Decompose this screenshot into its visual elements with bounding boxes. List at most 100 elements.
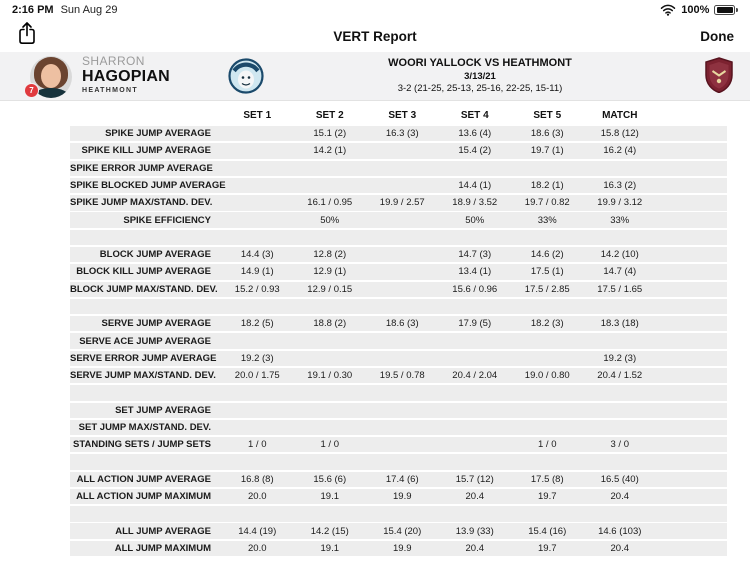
table-cell: 18.8 (2) — [313, 318, 347, 330]
table-cell: 15.8 (12) — [600, 128, 639, 140]
row-label: SPIKE EFFICIENCY — [123, 214, 211, 226]
done-button[interactable]: Done — [700, 28, 734, 44]
table-cell: 17.9 (5) — [458, 318, 492, 330]
row-label: BLOCK JUMP MAX/STAND. DEV. — [70, 283, 218, 295]
table-cell: 15.6 (6) — [313, 473, 347, 485]
spacer-row — [70, 506, 727, 522]
row-label: BLOCK JUMP AVERAGE — [99, 249, 211, 261]
table-cell: 19.9 — [393, 542, 412, 554]
table-cell: 19.7 (1) — [530, 145, 564, 157]
table-cell: 14.6 (2) — [530, 249, 564, 261]
row-label: ALL JUMP AVERAGE — [115, 525, 211, 537]
table-cell: 19.0 / 0.80 — [524, 370, 570, 382]
match-date: 3/13/21 — [464, 70, 496, 82]
column-header: SET 4 — [460, 109, 489, 121]
table-cell: 16.5 (40) — [600, 473, 639, 485]
table-cell: 16.2 (4) — [603, 145, 637, 157]
table-cell: 16.1 / 0.95 — [307, 197, 353, 209]
column-header-row: SET 1 SET 2 SET 3 SET 4 SET 5 MATCH — [70, 106, 727, 124]
stats-table[interactable]: SET 1 SET 2 SET 3 SET 4 SET 5 MATCH SPIKE JUM… — [70, 106, 727, 558]
spacer-row — [70, 229, 727, 246]
table-cell: 12.9 (1) — [313, 266, 347, 278]
share-button[interactable] — [16, 21, 38, 51]
table-cell: 3 / 0 — [610, 439, 630, 451]
table-cell: 18.6 (3) — [385, 318, 419, 330]
column-header: SET 3 — [388, 109, 417, 121]
match-title: WOORI YALLOCK VS HEATHMONT — [388, 57, 572, 69]
table-cell: 14.4 (3) — [240, 249, 274, 261]
table-row: ALL JUMP MAXIMUM 20.0 19.1 19.9 20.4 19.7 20.4 — [70, 540, 727, 557]
player-name-block: SHARRON HAGOPIAN HEATHMONT — [82, 54, 170, 94]
table-row: SERVE JUMP AVERAGE 18.2 (5) 18.8 (2) 18.6 (… — [70, 316, 727, 332]
table-cell: 20.4 — [610, 542, 630, 554]
table-cell: 50% — [320, 214, 340, 226]
table-cell: 14.9 (1) — [240, 266, 274, 278]
spacer-row — [70, 385, 727, 401]
row-label: SPIKE JUMP MAX/STAND. DEV. — [70, 197, 213, 209]
table-row: SPIKE EFFICIENCY 50% 50% 33% 33% — [70, 212, 727, 228]
player-last-name: HAGOPIAN — [82, 68, 170, 86]
table-cell: 20.0 / 1.75 — [234, 370, 280, 382]
page-title: VERT Report — [333, 28, 417, 44]
table-cell: 14.7 (4) — [603, 266, 637, 278]
table-cell: 20.0 — [248, 542, 267, 554]
table-cell: 17.5 / 1.65 — [597, 283, 643, 295]
table-cell: 19.1 — [320, 491, 340, 503]
row-label: SPIKE ERROR JUMP AVERAGE — [70, 162, 213, 174]
table-cell: 19.7 / 0.82 — [524, 197, 570, 209]
table-cell: 20.4 / 1.52 — [597, 370, 643, 382]
table-row: ALL ACTION JUMP AVERAGE 16.8 (8) 15.6 (6) 1… — [70, 471, 727, 488]
table-cell: 14.2 (10) — [600, 249, 639, 261]
status-date: Sun Aug 29 — [60, 4, 118, 16]
table-cell: 15.2 / 0.93 — [234, 283, 280, 295]
table-cell: 33% — [537, 214, 557, 226]
table-cell: 18.3 (18) — [600, 318, 639, 330]
wifi-icon — [660, 4, 676, 16]
table-cell: 20.4 — [465, 542, 485, 554]
column-header: MATCH — [602, 109, 638, 121]
table-cell: 13.6 (4) — [458, 128, 492, 140]
table-cell: 12.9 / 0.15 — [307, 283, 353, 295]
table-cell: 19.7 — [538, 542, 557, 554]
table-cell: 16.3 (2) — [603, 180, 637, 192]
nav-bar: VERT Report Done — [0, 20, 750, 52]
table-row: SPIKE KILL JUMP AVERAGE 14.2 (1) 15.4 (2) 1… — [70, 143, 727, 159]
table-cell: 17.4 (6) — [385, 473, 419, 485]
status-bar: 2:16 PM Sun Aug 29 100% — [0, 0, 750, 20]
table-row: SERVE ERROR JUMP AVERAGE 19.2 (3) 19.2 (3) — [70, 350, 727, 367]
match-info: WOORI YALLOCK VS HEATHMONT 3/13/21 3-2 (… — [330, 57, 630, 95]
table-cell: 14.6 (103) — [598, 525, 642, 537]
player-team-name: HEATHMONT — [82, 86, 138, 94]
table-cell: 18.2 (3) — [530, 318, 564, 330]
table-cell: 15.7 (12) — [455, 473, 494, 485]
row-label: ALL ACTION JUMP AVERAGE — [76, 473, 211, 485]
table-cell: 14.4 (19) — [238, 525, 277, 537]
table-cell: 14.2 (15) — [310, 525, 349, 537]
table-cell: 14.4 (1) — [458, 180, 492, 192]
table-row: SERVE JUMP MAX/STAND. DEV. 20.0 / 1.75 19.… — [70, 367, 727, 384]
table-row: ALL JUMP AVERAGE 14.4 (19) 14.2 (15) 15.4 (… — [70, 523, 727, 539]
table-cell: 18.2 (5) — [240, 318, 274, 330]
row-label: STANDING SETS / JUMP SETS — [73, 439, 211, 451]
table-cell: 19.2 (3) — [240, 352, 274, 364]
table-cell: 15.6 / 0.96 — [452, 283, 498, 295]
row-label: SPIKE JUMP AVERAGE — [105, 128, 211, 140]
match-score: 3-2 (21-25, 25-13, 25-16, 22-25, 15-11) — [397, 82, 563, 94]
table-cell: 14.7 (3) — [458, 249, 492, 261]
table-cell: 20.0 — [248, 491, 267, 503]
row-label: ALL JUMP MAXIMUM — [114, 542, 211, 554]
table-row: SPIKE ERROR JUMP AVERAGE — [70, 160, 727, 176]
row-label: SET JUMP MAX/STAND. DEV. — [78, 421, 211, 433]
column-header: SET 5 — [533, 109, 562, 121]
table-cell: 15.4 (20) — [383, 525, 422, 537]
spacer-row — [70, 454, 727, 470]
table-cell: 19.9 — [393, 491, 412, 503]
table-cell: 18.6 (3) — [530, 128, 564, 140]
share-icon — [17, 21, 37, 51]
row-label: SPIKE KILL JUMP AVERAGE — [81, 145, 211, 157]
table-row: BLOCK KILL JUMP AVERAGE 14.9 (1) 12.9 (1) 1… — [70, 264, 727, 280]
row-label: SPIKE BLOCKED JUMP AVERAGE — [70, 180, 226, 192]
table-cell: 14.2 (1) — [313, 145, 347, 157]
table-cell: 20.4 — [610, 491, 630, 503]
table-cell: 13.4 (1) — [458, 266, 492, 278]
